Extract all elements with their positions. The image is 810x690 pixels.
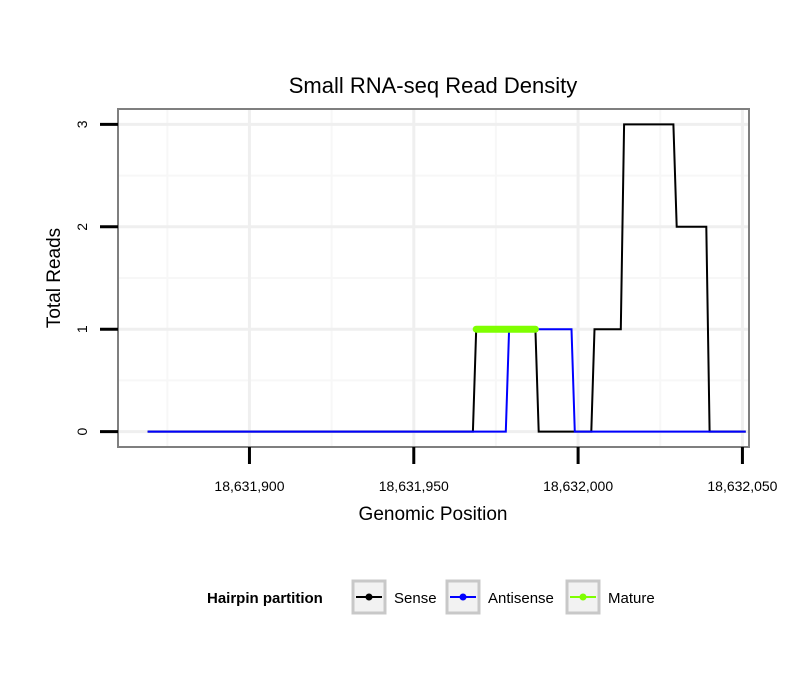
y-axis: 0 1 2 3 <box>74 120 118 436</box>
legend-label-antisense: Antisense <box>488 590 554 607</box>
grid-lines <box>118 109 749 447</box>
legend-label-mature: Mature <box>608 590 655 607</box>
x-axis-label: Genomic Position <box>359 504 508 525</box>
plot-border <box>117 108 750 448</box>
y-tick-label: 1 <box>74 325 90 333</box>
chart-title: Small RNA-seq Read Density <box>289 73 578 98</box>
plot-panel <box>117 108 750 448</box>
x-axis: 18,631,900 18,631,950 18,632,000 18,632,050 <box>214 447 778 494</box>
y-tick-label: 0 <box>74 428 90 436</box>
series-lines <box>147 123 746 433</box>
x-tick-label: 18,632,050 <box>707 478 777 494</box>
legend-title: Hairpin partition <box>207 590 323 607</box>
legend-point-antisense <box>459 593 467 601</box>
y-axis-label: Total Reads <box>44 228 65 328</box>
legend-point-mature <box>579 593 587 601</box>
y-tick-label: 2 <box>74 223 90 231</box>
x-tick-label: 18,631,900 <box>214 478 284 494</box>
legend-label-sense: Sense <box>394 590 437 607</box>
x-tick-label: 18,632,000 <box>543 478 613 494</box>
series-line-antisense <box>147 328 746 433</box>
x-tick-label: 18,631,950 <box>379 478 449 494</box>
legend: Hairpin partition Sense Antisense Mature <box>207 579 655 615</box>
y-tick-label: 3 <box>74 120 90 128</box>
legend-point-sense <box>365 593 373 601</box>
